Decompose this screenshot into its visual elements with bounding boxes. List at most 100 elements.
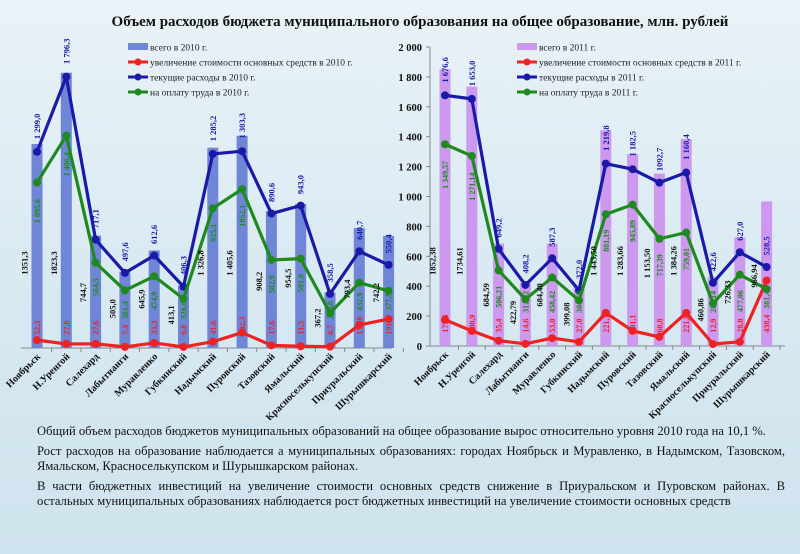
point-current	[628, 165, 637, 174]
point-current	[267, 209, 276, 218]
label-current: 406,3	[179, 256, 189, 275]
y-tick-label: 1 200	[398, 163, 422, 174]
point-current	[521, 280, 530, 289]
y-tick-label: 800	[406, 222, 422, 233]
point-labor	[62, 131, 71, 140]
label-current: 1 160,4	[681, 134, 691, 160]
label-current: 358,5	[325, 263, 335, 282]
label-current: 1 285,2	[208, 116, 218, 142]
label-current: 640,7	[354, 220, 364, 240]
label-capital: 11,5	[297, 321, 306, 335]
label-current: 890,6	[266, 183, 276, 202]
label-current: 612,6	[149, 225, 159, 244]
point-labor	[494, 266, 503, 275]
point-capital	[709, 340, 717, 349]
label-current: 497,6	[120, 242, 130, 261]
label-capital: 17,6	[267, 321, 276, 335]
label-total: 413,1	[166, 305, 176, 324]
legend-label: увеличение стоимости основных средств в …	[539, 59, 741, 69]
bar-total	[60, 72, 72, 348]
label-total: 1 283,66	[615, 246, 625, 276]
label-capital: 12,9	[709, 319, 718, 333]
label-capital: 191,8	[385, 317, 394, 335]
point-capital	[548, 334, 557, 343]
legend-marker	[523, 73, 531, 81]
point-capital	[120, 342, 129, 351]
point-labor	[326, 309, 334, 318]
label-labor: 506,21	[495, 286, 504, 308]
label-current: 1 796,3	[61, 39, 71, 64]
point-current	[355, 247, 364, 256]
label-current: 1 182,5	[628, 131, 638, 157]
label-labor: 1 271,14	[468, 173, 477, 201]
label-labor: 564,5	[92, 278, 101, 296]
point-current	[494, 244, 503, 253]
point-labor	[575, 296, 583, 305]
point-labor	[628, 200, 637, 209]
point-labor	[120, 286, 129, 295]
y-tick-label: 0	[417, 342, 422, 353]
legend-swatch-total	[517, 43, 537, 50]
bar-total	[353, 228, 365, 348]
point-labor	[709, 299, 717, 308]
label-total: 1852,38	[428, 247, 438, 275]
point-capital	[33, 336, 41, 345]
y-tick-label: 1 800	[398, 73, 422, 84]
label-labor: 432,9	[355, 293, 364, 311]
label-capital: 27,0	[62, 321, 71, 335]
legend-label: на оплату труда в 2010 г.	[150, 89, 249, 99]
bar-total	[90, 235, 102, 348]
label-current: 1092,7	[654, 147, 664, 171]
point-labor	[179, 294, 188, 303]
label-total: 367,2	[313, 308, 323, 327]
point-current	[91, 235, 100, 244]
point-current	[467, 94, 476, 103]
point-labor	[208, 204, 217, 213]
label-capital: 101,1	[629, 315, 638, 333]
label-labor: 230,8	[326, 301, 335, 319]
point-capital	[521, 339, 530, 348]
label-current: 1 219,8	[601, 125, 611, 151]
label-capital: 53,0	[548, 319, 557, 333]
label-capital: 27,6	[92, 321, 101, 335]
label-total: 1 443,50	[588, 246, 598, 276]
point-labor	[655, 234, 664, 243]
label-current: 422,6	[708, 252, 718, 271]
point-labor	[601, 210, 610, 219]
label-capital: 35,4	[495, 319, 504, 333]
point-current	[709, 278, 717, 287]
label-labor: 458,42	[548, 291, 557, 313]
point-labor	[91, 258, 100, 267]
point-current	[33, 147, 41, 156]
label-current: 587,3	[547, 228, 557, 247]
label-capital: 8,7	[326, 325, 335, 335]
label-total: 684,59	[481, 283, 491, 306]
legend-marker	[523, 88, 531, 96]
label-total: 966,94	[749, 264, 759, 288]
label-capital: 6,8	[180, 325, 189, 335]
bar-total	[546, 243, 558, 346]
point-labor	[296, 254, 305, 263]
y-tick-label: 600	[406, 252, 422, 263]
label-total: 645,9	[137, 290, 147, 309]
label-capital: 41,6	[209, 321, 218, 335]
point-capital	[628, 326, 637, 335]
bar-total	[439, 69, 451, 347]
label-labor: 474,9	[150, 292, 159, 310]
label-capital: 438,4	[763, 315, 772, 333]
label-total: 422,79	[508, 301, 518, 324]
label-labor: 304,69	[575, 291, 584, 313]
paragraph: Общий объем расходов бюджетов муниципаль…	[37, 424, 766, 438]
label-labor: 1 095,6	[33, 199, 42, 223]
label-total: 1734,61	[454, 247, 464, 275]
label-labor: 759,01	[682, 248, 691, 270]
label-labor: 377,9	[385, 293, 394, 311]
point-current	[150, 251, 159, 260]
point-labor	[355, 278, 364, 287]
label-capital: 175,8	[441, 315, 450, 333]
label-capital: 52,3	[33, 321, 42, 335]
point-capital	[238, 328, 247, 337]
point-capital	[494, 336, 503, 345]
label-total: 1823,3	[49, 251, 59, 274]
bar-total	[31, 143, 43, 348]
